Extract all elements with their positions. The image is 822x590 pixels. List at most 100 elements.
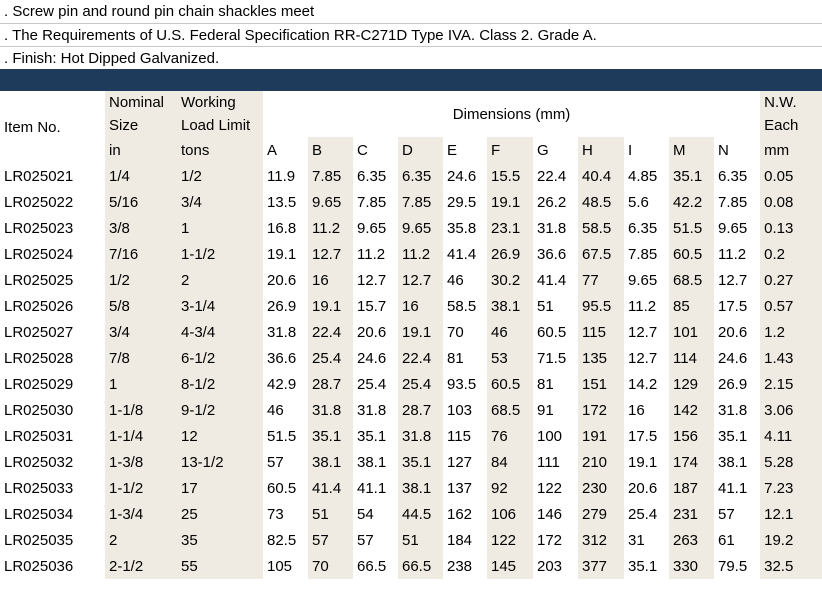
table-cell: 7.85 bbox=[718, 193, 748, 211]
table-cell: 35.1 bbox=[398, 449, 443, 475]
table-cell: 3/4 bbox=[105, 319, 177, 345]
table-cell: 19.1 bbox=[308, 293, 353, 319]
table-cell: 31.8 bbox=[267, 323, 297, 341]
table-cell: 35.1 bbox=[357, 427, 387, 445]
table-cell: 22.4 bbox=[308, 319, 353, 345]
table-cell: 263 bbox=[669, 527, 714, 553]
table-cell: 2 bbox=[105, 527, 177, 553]
table-row: LR025027 3/4 4-3/4 31.8 22.4 20.6 19.1 70 46 60.5… bbox=[0, 319, 822, 345]
table-cell: 19.1 bbox=[267, 245, 297, 263]
table-cell: 25.4 bbox=[357, 375, 387, 393]
table-cell: 14.2 bbox=[628, 375, 658, 393]
table-cell: 9.65 bbox=[628, 271, 658, 289]
header-band bbox=[0, 69, 822, 91]
table-cell: 115 bbox=[447, 427, 471, 445]
table-cell: 1 bbox=[177, 215, 263, 241]
table-row: LR025036 2-1/2 55 105 70 66.5 66.5 238 145 203 377… bbox=[0, 553, 822, 579]
table-cell: 0.2 bbox=[760, 241, 822, 267]
table-cell: 42.2 bbox=[669, 189, 714, 215]
table-cell: 61 bbox=[718, 531, 735, 549]
table-cell: 79.5 bbox=[718, 557, 748, 575]
table-cell: 51.5 bbox=[267, 427, 297, 445]
table-cell: 57 bbox=[267, 453, 284, 471]
table-cell: 60.5 bbox=[487, 371, 533, 397]
table-row: LR025034 1-3/4 25 73 51 54 44.5 162 106 146 279 25.… bbox=[0, 501, 822, 527]
table-cell: 24.6 bbox=[718, 349, 748, 367]
table-cell: 66.5 bbox=[357, 557, 387, 575]
table-cell: LR025030 bbox=[4, 401, 74, 419]
table-cell: 73 bbox=[267, 505, 284, 523]
table-cell: 35.1 bbox=[308, 423, 353, 449]
dim-col-header-f: F bbox=[487, 137, 533, 163]
table-cell: 31.8 bbox=[718, 401, 748, 419]
table-cell: 67.5 bbox=[578, 241, 624, 267]
table-row: LR025031 1-1/4 12 51.5 35.1 35.1 31.8 115 76 100 1… bbox=[0, 423, 822, 449]
table-cell: 2-1/2 bbox=[105, 553, 177, 579]
col-header-working-load-limit: Working Load Limit bbox=[177, 91, 263, 137]
table-cell: 172 bbox=[537, 531, 563, 549]
table-row: LR025021 1/4 1/2 11.9 7.85 6.35 6.35 24.6 15.5 22… bbox=[0, 163, 822, 189]
table-row: LR025035 2 35 82.5 57 57 51 184 122 172 312 31 263 61… bbox=[0, 527, 822, 553]
table-cell: 58.5 bbox=[447, 297, 477, 315]
working-load-line-2: Load Limit bbox=[181, 117, 251, 134]
table-cell: 12.7 bbox=[398, 267, 443, 293]
table-cell: 3.06 bbox=[760, 397, 822, 423]
table-cell: 12.7 bbox=[357, 271, 387, 289]
table-cell: 25 bbox=[177, 501, 263, 527]
dim-col-header-e: E bbox=[447, 141, 458, 159]
table-cell: 12 bbox=[177, 423, 263, 449]
table-cell: 5.6 bbox=[628, 193, 649, 211]
table-cell: 41.1 bbox=[718, 479, 748, 497]
table-cell: 35 bbox=[177, 527, 263, 553]
note-line: . Finish: Hot Dipped Galvanized. bbox=[0, 46, 822, 69]
table-cell: LR025029 bbox=[4, 375, 74, 393]
table-cell: 7.85 bbox=[308, 163, 353, 189]
table-cell: 25.4 bbox=[308, 345, 353, 371]
table-cell: 1-3/8 bbox=[105, 449, 177, 475]
table-cell: 25.4 bbox=[628, 505, 658, 523]
table-row: LR025030 1-1/8 9-1/2 46 31.8 31.8 28.7 103 68.5 9… bbox=[0, 397, 822, 423]
table-cell: 77 bbox=[578, 267, 624, 293]
table-cell: 146 bbox=[537, 505, 563, 523]
nw-each-line-2: Each bbox=[764, 117, 799, 134]
table-cell: 191 bbox=[578, 423, 624, 449]
table-cell: 16 bbox=[398, 293, 443, 319]
table-cell: 15.5 bbox=[487, 163, 533, 189]
table-cell: 35.1 bbox=[669, 163, 714, 189]
table-cell: 17.5 bbox=[628, 427, 658, 445]
table-cell: 1.2 bbox=[760, 319, 822, 345]
table-cell: 29.5 bbox=[447, 193, 477, 211]
table-cell: 31.8 bbox=[537, 219, 567, 237]
table-row: LR025032 1-3/8 13-1/2 57 38.1 38.1 35.1 127 84 11… bbox=[0, 449, 822, 475]
table-cell: 101 bbox=[669, 319, 714, 345]
table-cell: 31.8 bbox=[308, 397, 353, 423]
table-cell: 4.11 bbox=[760, 423, 822, 449]
table-cell: 172 bbox=[578, 397, 624, 423]
table-cell: LR025035 bbox=[4, 531, 74, 549]
table-cell: 5/8 bbox=[105, 293, 177, 319]
table-row: LR025029 1 8-1/2 42.9 28.7 25.4 25.4 93.5 60.5 81… bbox=[0, 371, 822, 397]
table-cell: 51.5 bbox=[669, 215, 714, 241]
table-cell: 16 bbox=[628, 401, 645, 419]
table-cell: 17 bbox=[177, 475, 263, 501]
table-cell: 3/4 bbox=[177, 189, 263, 215]
table-cell: LR025031 bbox=[4, 427, 74, 445]
table-cell: 38.1 bbox=[718, 453, 748, 471]
table-cell: 1-3/4 bbox=[105, 501, 177, 527]
table-cell: 210 bbox=[578, 449, 624, 475]
table-cell: 41.4 bbox=[447, 245, 477, 263]
table-cell: 60.5 bbox=[267, 479, 297, 497]
table-cell: 377 bbox=[578, 553, 624, 579]
working-load-line-1: Working bbox=[181, 94, 236, 111]
table-cell: 1/4 bbox=[105, 163, 177, 189]
table-cell: 9.65 bbox=[398, 215, 443, 241]
table-cell: 115 bbox=[578, 319, 624, 345]
table-cell: 38.1 bbox=[487, 293, 533, 319]
table-cell: 3-1/4 bbox=[177, 293, 263, 319]
table-cell: 57 bbox=[357, 531, 374, 549]
table-cell: 19.1 bbox=[487, 189, 533, 215]
table-cell: 51 bbox=[398, 527, 443, 553]
col-header-dimensions: Dimensions (mm) bbox=[452, 105, 571, 123]
table-cell: LR025021 bbox=[4, 167, 74, 185]
